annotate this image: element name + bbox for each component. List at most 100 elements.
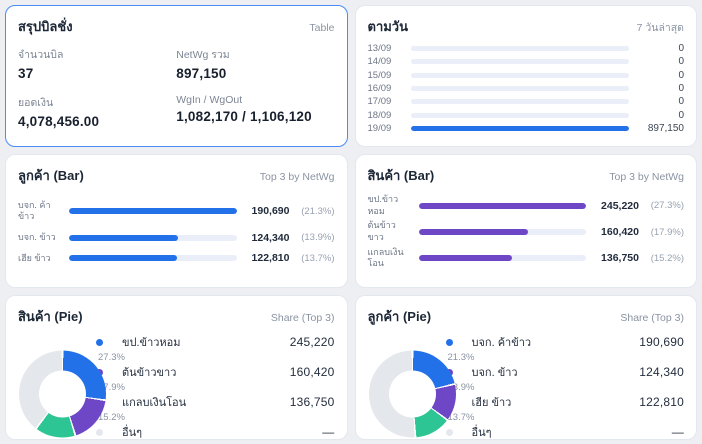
legend-item[interactable]: ขป.ข้าวหอม 245,220 27.3% — [96, 333, 335, 363]
legend-percent: 27.3% — [98, 352, 125, 363]
top3-bar-fill — [418, 229, 529, 235]
top3-bar-value: 124,340 — [251, 231, 290, 244]
daily-row-value: 0 — [678, 56, 684, 68]
top3-bar-row: ขป.ข้าวหอม 245,220 (27.3%) — [368, 194, 685, 217]
top3-bar-percent: (13.7%) — [301, 252, 335, 264]
legend-item[interactable]: แกลบเงินโอน 136,750 15.2% — [96, 393, 335, 423]
legend-item[interactable]: บจก. ค้าข้าว 190,690 21.3% — [445, 333, 685, 363]
daily-bar-track — [410, 72, 629, 78]
daily-row: 18/09 0 — [368, 110, 685, 121]
legend-percent: 13.9% — [447, 382, 475, 393]
daily-bar-track — [410, 59, 629, 65]
legend-name: บจก. ค้าข้าว — [471, 337, 532, 349]
legend-item-line: อื่นๆ — — [445, 423, 685, 439]
legend-item-line: บจก. ข้าว 124,340 — [445, 363, 685, 381]
top3-bar-value: 122,810 — [251, 252, 290, 265]
legend-name: เฮีย ข้าว — [471, 397, 512, 409]
daily-row-value: 0 — [678, 82, 684, 94]
top3-bar-label: ต้นข้าวขาว — [367, 220, 396, 242]
product-pie-card: สินค้า (Pie) Share (Top 3) ขป.ข้าวหอม 245… — [5, 295, 348, 440]
daily-card-header: ตามวัน 7 วันล่าสุด — [368, 16, 685, 37]
top3-bar-track — [418, 255, 586, 262]
top3-bar-percent: (17.9%) — [650, 226, 684, 238]
stat-value: 897,150 — [176, 66, 227, 81]
legend-percent: 15.2% — [98, 412, 125, 423]
legend-item-line: ขป.ข้าวหอม 245,220 — [96, 333, 335, 351]
legend-value: 190,690 — [639, 335, 684, 349]
table-view-link[interactable]: Table — [309, 22, 335, 34]
top3-bar-label: เฮีย ข้าว — [18, 252, 51, 263]
daily-row: 19/09 897,150 — [368, 123, 685, 134]
legend-name: ต้นข้าวขาว — [122, 367, 177, 379]
summary-card-header: สรุปบิลชั่ง Table — [18, 16, 335, 37]
customer-donut-chart — [368, 350, 456, 437]
top3-bar-track — [69, 255, 237, 262]
daily-card-subtitle: 7 วันล่าสุด — [636, 22, 684, 34]
daily-row: 16/09 0 — [368, 83, 685, 94]
daily-row-label: 19/09 — [367, 122, 392, 134]
top3-bar-value: 190,690 — [251, 205, 290, 218]
daily-bar-track — [410, 125, 629, 131]
legend-dot — [445, 338, 453, 346]
stat-value: 37 — [18, 66, 34, 81]
top3-bar-value: 136,750 — [601, 252, 639, 265]
top3-bar-row: บจก. ค้าข้าว 190,690 (21.3%) — [18, 200, 335, 223]
stat-value: 1,082,170 / 1,106,120 — [176, 109, 312, 124]
daily-row-label: 15/09 — [367, 69, 392, 81]
daily-row-value: 0 — [678, 69, 684, 81]
top3-bar-row: ต้นข้าวขาว 160,420 (17.9%) — [368, 220, 685, 243]
stat-value: 4,078,456.00 — [18, 114, 100, 129]
product-pie-legend: ขป.ข้าวหอม 245,220 27.3% ต้นข้าวขาว 160,420 1… — [96, 332, 335, 439]
product-bar-chart: ขป.ข้าวหอม 245,220 (27.3%) ต้นข้าวขาว 160,42… — [368, 191, 685, 277]
daily-bar-track — [410, 46, 629, 51]
top3-bar-label: บจก. ค้าข้าว — [18, 199, 51, 222]
product-pie-subtitle: Share (Top 3) — [270, 312, 335, 324]
legend-value: 160,420 — [289, 365, 335, 379]
customer-bar-title: ลูกค้า (Bar) — [18, 168, 84, 183]
top3-bar-percent: (15.2%) — [650, 252, 684, 264]
customer-pie-body: บจก. ค้าข้าว 190,690 21.3% บจก. ข้าว 124,340… — [368, 332, 685, 439]
stat-label: จำนวนบิล — [18, 49, 64, 61]
stat-label: ยอดเงิน — [18, 97, 54, 109]
customer-bar-chart: บจก. ค้าข้าว 190,690 (21.3%) บจก. ข้าว 124,3… — [18, 191, 335, 277]
legend-name: ขป.ข้าวหอม — [122, 337, 181, 349]
daily-bar-fill — [410, 125, 629, 131]
summary-stat: NetWg รวม 897,150 — [176, 46, 334, 81]
stat-label: NetWg รวม — [176, 49, 230, 61]
top3-bar-row: บจก. ข้าว 124,340 (13.9%) — [18, 232, 335, 244]
legend-item[interactable]: อื่นๆ—39.6% — [96, 423, 335, 439]
top3-bar-label: บจก. ข้าว — [18, 231, 56, 242]
top3-bar-track — [418, 229, 586, 235]
daily-row-value: 897,150 — [647, 122, 684, 134]
top3-bar-track — [69, 208, 237, 215]
summary-stat: WgIn / WgOut 1,082,170 / 1,106,120 — [176, 94, 334, 129]
legend-percent: 21.3% — [447, 352, 475, 363]
legend-value: — — [671, 425, 684, 439]
legend-item[interactable]: บจก. ข้าว 124,340 13.9% — [445, 363, 685, 393]
legend-dot — [96, 428, 103, 436]
legend-item[interactable]: เฮีย ข้าว 122,810 13.7% — [445, 393, 685, 423]
daily-row: 15/09 0 — [368, 70, 685, 81]
product-pie-body: ขป.ข้าวหอม 245,220 27.3% ต้นข้าวขาว 160,420 1… — [18, 332, 335, 439]
top3-bar-track — [69, 234, 237, 241]
daily-bar-track — [410, 85, 629, 91]
product-bar-subtitle: Top 3 by NetWg — [609, 171, 684, 183]
legend-value: — — [322, 425, 335, 439]
legend-percent: 17.9% — [98, 382, 125, 393]
top3-bar-value: 160,420 — [601, 226, 639, 238]
customer-pie-subtitle: Share (Top 3) — [620, 312, 684, 324]
customer-bar-subtitle: Top 3 by NetWg — [259, 171, 335, 183]
top3-bar-track — [418, 202, 586, 209]
top3-bar-label: ขป.ข้าวหอม — [367, 193, 399, 216]
legend-item[interactable]: อื่นๆ—51.1% — [445, 423, 685, 439]
daily-row: 13/09 0 — [368, 43, 685, 54]
legend-item-line: อื่นๆ — — [96, 423, 335, 439]
daily-card: ตามวัน 7 วันล่าสุด 13/09 0 14/09 0 15/09 0 16/… — [354, 5, 697, 147]
summary-card: สรุปบิลชั่ง Table จำนวนบิล 37 NetWg รวม 897… — [5, 5, 348, 147]
daily-row-label: 13/09 — [367, 43, 392, 54]
legend-item-line: บจก. ค้าข้าว 190,690 — [445, 333, 685, 351]
top3-bar-fill — [418, 202, 586, 209]
legend-name: อื่นๆ — [471, 427, 492, 439]
legend-item[interactable]: ต้นข้าวขาว 160,420 17.9% — [96, 363, 335, 393]
